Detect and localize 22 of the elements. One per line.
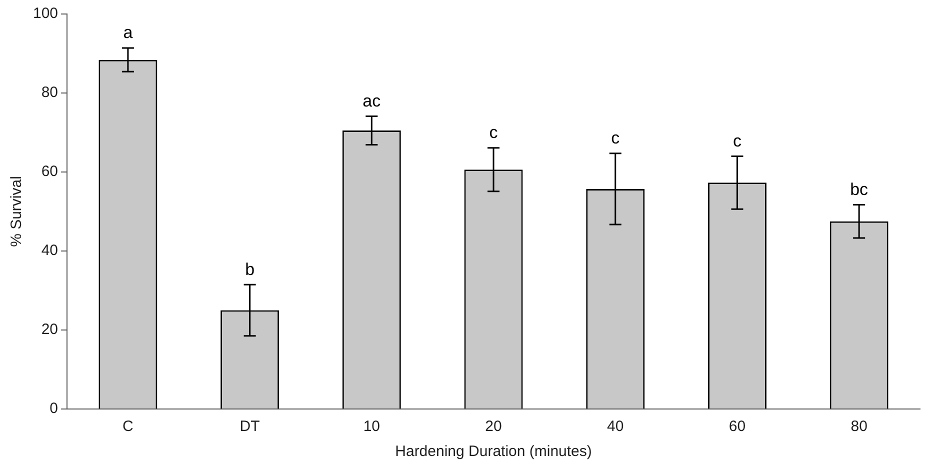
annotation: ac: [362, 91, 382, 110]
y-tick-label: 0: [50, 400, 58, 418]
y-tick-label: 100: [32, 5, 58, 22]
annotation: b: [245, 260, 255, 279]
annotation: c: [611, 128, 620, 148]
x-tick-label: 20: [485, 418, 502, 436]
x-tick-label: 80: [850, 418, 868, 436]
annotation: bc: [850, 180, 869, 199]
y-tick-label: 60: [41, 163, 58, 180]
annotation: c: [489, 123, 498, 142]
y-tick-label: 20: [41, 321, 58, 338]
x-tick-label: 40: [607, 418, 624, 436]
annotation: a: [123, 23, 134, 42]
x-tick-label: 10: [363, 418, 380, 436]
x-axis-title: Hardening Duration (minutes): [395, 443, 592, 460]
y-tick-label: 80: [41, 84, 58, 102]
y-axis-title: % Survival: [8, 176, 26, 247]
y-tick-label: 40: [41, 242, 58, 260]
annotation: c: [732, 131, 742, 150]
x-tick-label: 60: [728, 418, 746, 436]
x-tick-label: DT: [240, 418, 260, 436]
x-tick-label: C: [122, 418, 134, 436]
